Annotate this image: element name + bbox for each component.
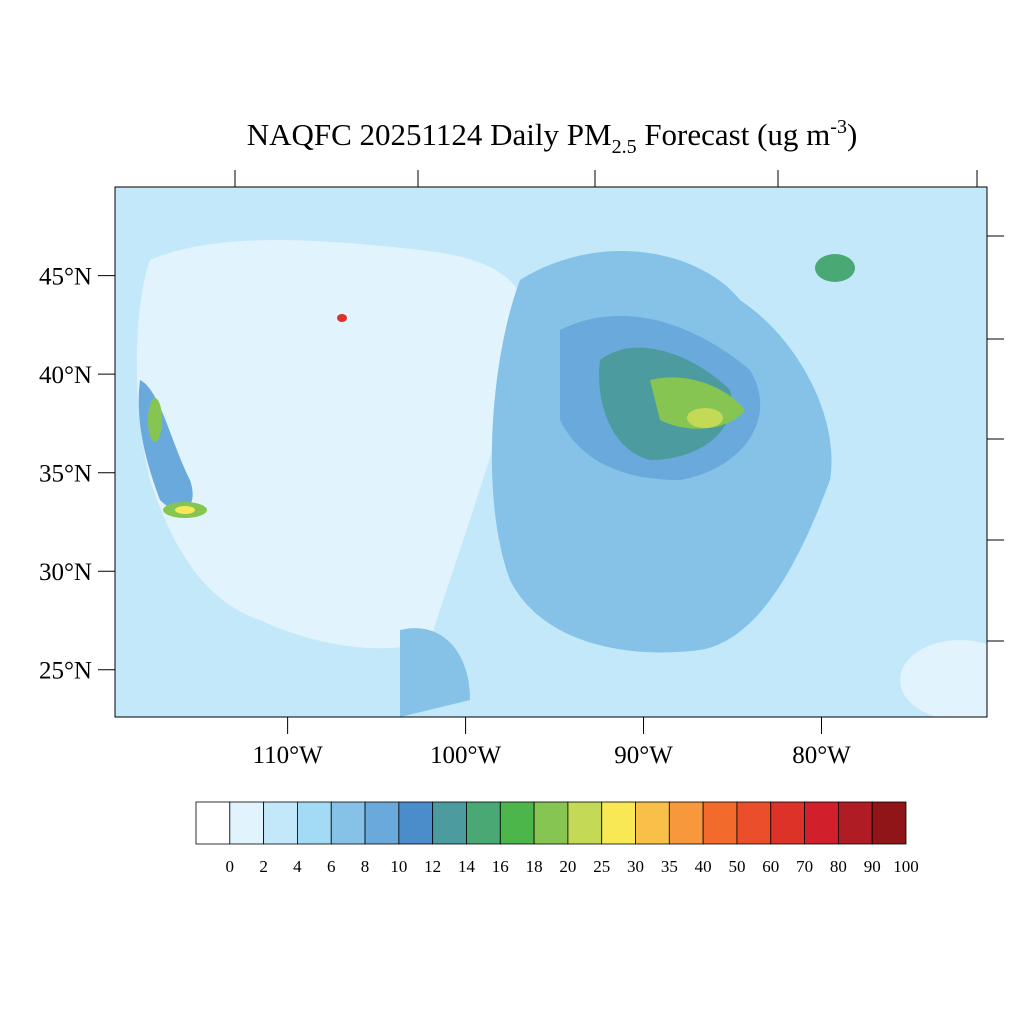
title: NAQFC 20251124 Daily PM2.5 Forecast (ug … xyxy=(247,116,858,158)
colorbar-box xyxy=(601,801,636,845)
colorbar-box xyxy=(567,801,603,845)
colorbar-box xyxy=(364,801,400,845)
lon-label: 100°W xyxy=(430,742,501,769)
colorbar-box xyxy=(668,801,704,845)
colorbar-label: 60 xyxy=(762,857,779,876)
colorbar-box xyxy=(466,801,501,845)
lat-label: 40°N xyxy=(39,362,92,389)
colorbar-label: 6 xyxy=(327,857,336,876)
title-text: ) xyxy=(847,117,857,152)
lat-label: 45°N xyxy=(39,264,92,291)
colorbar-label: 100 xyxy=(893,857,919,876)
colorbar-box xyxy=(297,801,332,845)
title-text: Forecast (ug m xyxy=(637,117,831,152)
title-text: NAQFC 20251124 Daily PM xyxy=(247,117,612,152)
lat-label: 25°N xyxy=(39,658,92,685)
colorbar-label: 80 xyxy=(830,857,847,876)
colorbar-label: 35 xyxy=(661,857,678,876)
colorbar-label: 40 xyxy=(695,857,712,876)
colorbar-label: 50 xyxy=(728,857,745,876)
lon-label: 80°W xyxy=(792,742,851,769)
colorbar-label: 2 xyxy=(259,857,268,876)
lon-label: 90°W xyxy=(614,742,673,769)
colorbar-label: 10 xyxy=(390,857,407,876)
lat-label: 35°N xyxy=(39,461,92,488)
colorbar-box xyxy=(635,801,670,845)
colorbar-label: 30 xyxy=(627,857,644,876)
colorbar-label: 90 xyxy=(864,857,881,876)
lat-label: 30°N xyxy=(39,559,92,586)
colorbar-label: 18 xyxy=(526,857,543,876)
colorbar-box xyxy=(770,801,805,845)
colorbar-box xyxy=(229,801,265,845)
map-frame xyxy=(114,186,988,718)
colorbar-box xyxy=(195,801,231,845)
title-superscript: -3 xyxy=(830,116,847,138)
title-subscript: 2.5 xyxy=(612,136,637,158)
concentration-field xyxy=(115,187,987,717)
colorbar-label: 70 xyxy=(796,857,813,876)
colorbar-box xyxy=(837,801,873,845)
colorbar-box xyxy=(432,801,467,845)
colorbar-label: 0 xyxy=(226,857,235,876)
colorbar-box xyxy=(804,801,839,845)
colorbar-label: 4 xyxy=(293,857,302,876)
colorbar-label: 16 xyxy=(492,857,509,876)
colorbar-box xyxy=(499,801,535,845)
frame-ticks xyxy=(234,170,1004,642)
colorbar-label: 12 xyxy=(424,857,441,876)
colorbar-label: 20 xyxy=(559,857,576,876)
colorbar-box xyxy=(263,801,298,845)
colorbar-box xyxy=(533,801,569,845)
colorbar-label: 25 xyxy=(593,857,610,876)
colorbar-box xyxy=(871,801,907,845)
colorbar-box xyxy=(398,801,434,845)
colorbar-box xyxy=(330,801,366,845)
colorbar-box xyxy=(736,801,772,845)
colorbar-label: 14 xyxy=(458,857,476,876)
colorbar-label: 8 xyxy=(361,857,370,876)
colorbar-box xyxy=(702,801,738,845)
lon-label: 110°W xyxy=(253,742,324,769)
